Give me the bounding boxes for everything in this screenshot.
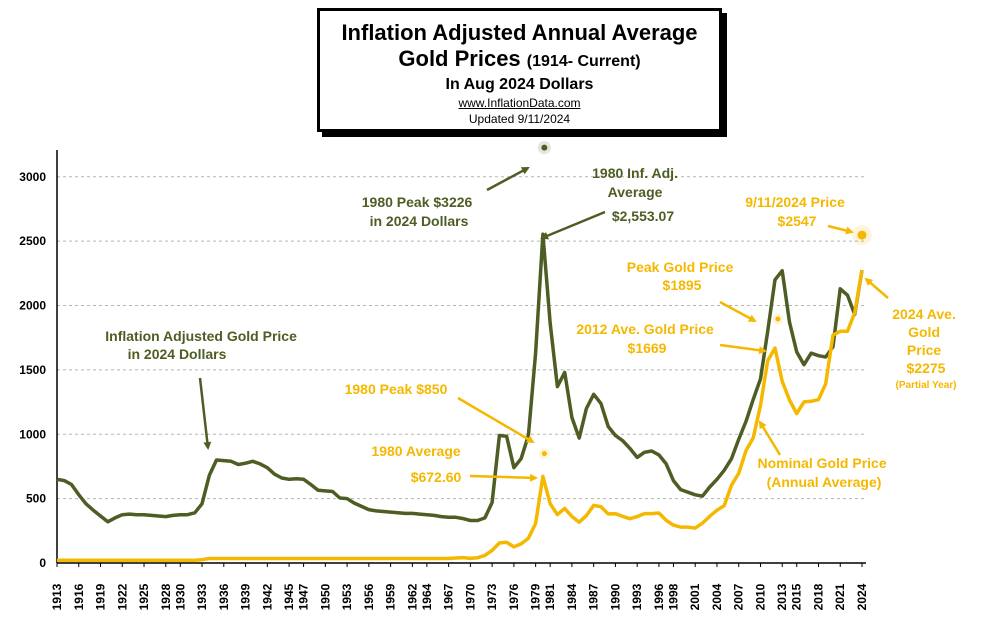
- x-tick-label: 2001: [688, 583, 702, 610]
- website-link[interactable]: www.InflationData.com: [458, 96, 581, 110]
- x-tick-label: 1947: [297, 583, 311, 610]
- peak-gold-dot: [775, 316, 781, 322]
- x-tick-label: 1967: [442, 583, 456, 610]
- nominal-series-line: [57, 269, 864, 563]
- x-tick-label: 2010: [753, 583, 767, 610]
- x-tick-label: 1998: [666, 583, 680, 610]
- price-2024-dot: [857, 230, 867, 240]
- y-tick-label: 1000: [19, 427, 46, 441]
- x-tick-label: 1936: [217, 583, 231, 610]
- x-tick-label: 2013: [775, 583, 789, 610]
- peak-1980-adjusted-dot: [541, 144, 548, 151]
- arrow-peak-1980: [486, 166, 530, 192]
- arrow-avg-1980-nominal: [469, 473, 538, 482]
- y-tick-label: 0: [39, 556, 46, 570]
- x-tick-label: 1916: [72, 583, 86, 610]
- x-tick-label: 2024: [855, 583, 869, 610]
- x-tick-labels: 1913 1916 1919 1922 1925 1928 1930 1933 1936 1939…: [50, 563, 869, 610]
- x-tick-label: 1956: [362, 583, 376, 610]
- ave-2012-label: 2012 Ave. Gold Price $1669: [576, 321, 717, 356]
- x-tick-label: 1925: [137, 583, 151, 610]
- peak-1980-nominal-label: 1980 Peak $850: [345, 381, 448, 397]
- y-tick-label: 3000: [19, 170, 46, 184]
- x-tick-label: 1987: [587, 583, 601, 610]
- arrow-peak-gold: [719, 300, 757, 323]
- x-tick-label: 2015: [790, 583, 804, 610]
- x-tick-label: 1979: [529, 583, 543, 610]
- arrow-peak-1980-nominal: [457, 396, 535, 444]
- x-tick-label: 1981: [543, 583, 557, 610]
- x-tick-label: 1945: [282, 583, 296, 610]
- x-tick-label: 1913: [50, 583, 64, 610]
- x-tick-label: 1970: [463, 583, 477, 610]
- y-tick-label: 2000: [19, 299, 46, 313]
- price-2024-label: 9/11/2024 Price $2547: [745, 194, 849, 229]
- y-tick-label: 2500: [19, 234, 46, 248]
- x-tick-label: 1996: [652, 583, 666, 610]
- series-lines: [56, 232, 864, 563]
- ave-2024-label: 2024 Ave. Gold Price $2275: [892, 306, 959, 376]
- y-tick-labels: 0 500 1000 1500 2000 2500 3000: [19, 170, 46, 570]
- nominal-series-label: Nominal Gold Price (Annual Average): [757, 455, 890, 490]
- chart-title-line2: Gold Prices (1914- Current): [320, 46, 719, 75]
- x-tick-label: 1928: [159, 583, 173, 610]
- peak-1980-nominal-dot: [541, 451, 547, 457]
- partial-year-note: (Partial Year): [896, 380, 957, 391]
- marker-dots: [537, 141, 872, 460]
- x-tick-label: 1964: [420, 583, 434, 610]
- x-tick-label: 1933: [195, 583, 209, 610]
- chart-title-line1: Inflation Adjusted Annual Average: [341, 20, 698, 45]
- arrow-price-2024: [827, 224, 854, 235]
- chart-title-paren: (1914- Current): [526, 53, 641, 70]
- x-tick-label: 2007: [732, 583, 746, 610]
- x-tick-label: 1962: [405, 583, 419, 610]
- x-tick-label: 1950: [318, 583, 332, 610]
- annotation-arrows: [198, 166, 889, 482]
- avg-1980-adjusted-label: 1980 Inf. Adj. Average $2,553.07: [592, 165, 682, 224]
- x-tick-label: 1959: [384, 583, 398, 610]
- peak-gold-price-label: Peak Gold Price $1895: [627, 259, 738, 293]
- x-tick-label: 1953: [340, 583, 354, 610]
- arrow-ave-2012: [719, 343, 767, 355]
- adjusted-series-line: [56, 232, 864, 524]
- chart-title-main: Gold Prices: [398, 46, 521, 71]
- avg-1980-nominal-label: 1980 Average $672.60: [371, 443, 464, 485]
- x-tick-label: 1990: [608, 583, 622, 610]
- arrow-ave-2024: [864, 277, 889, 299]
- peak-1980-adjusted-label: 1980 Peak $3226 in 2024 Dollars: [362, 194, 476, 229]
- x-tick-label: 2004: [710, 583, 724, 610]
- adjusted-series-label: Inflation Adjusted Gold Price in 2024 Do…: [105, 328, 301, 362]
- grid-lines: [57, 176, 866, 500]
- x-tick-label: 1930: [173, 583, 187, 610]
- x-tick-label: 2018: [811, 583, 825, 610]
- x-tick-label: 1922: [115, 583, 129, 610]
- x-tick-label: 1976: [507, 583, 521, 610]
- chart-subtitle: In Aug 2024 Dollars: [445, 76, 594, 93]
- x-tick-label: 1942: [260, 583, 274, 610]
- y-tick-label: 500: [26, 492, 46, 506]
- x-tick-label: 1939: [239, 583, 253, 610]
- x-tick-label: 1993: [630, 583, 644, 610]
- x-tick-label: 1984: [565, 583, 579, 610]
- x-tick-label: 1973: [485, 583, 499, 610]
- x-tick-label: 1919: [94, 583, 108, 610]
- arrow-avg-1980-adj: [540, 210, 606, 240]
- arrow-nominal-label: [758, 420, 782, 456]
- x-tick-label: 2021: [833, 583, 847, 610]
- updated-date: Updated 9/11/2024: [468, 112, 571, 126]
- y-tick-label: 1500: [19, 363, 46, 377]
- axes: [56, 150, 866, 564]
- title-box: Inflation Adjusted Annual Average Gold P…: [317, 8, 722, 132]
- arrow-adjusted-label: [198, 377, 212, 450]
